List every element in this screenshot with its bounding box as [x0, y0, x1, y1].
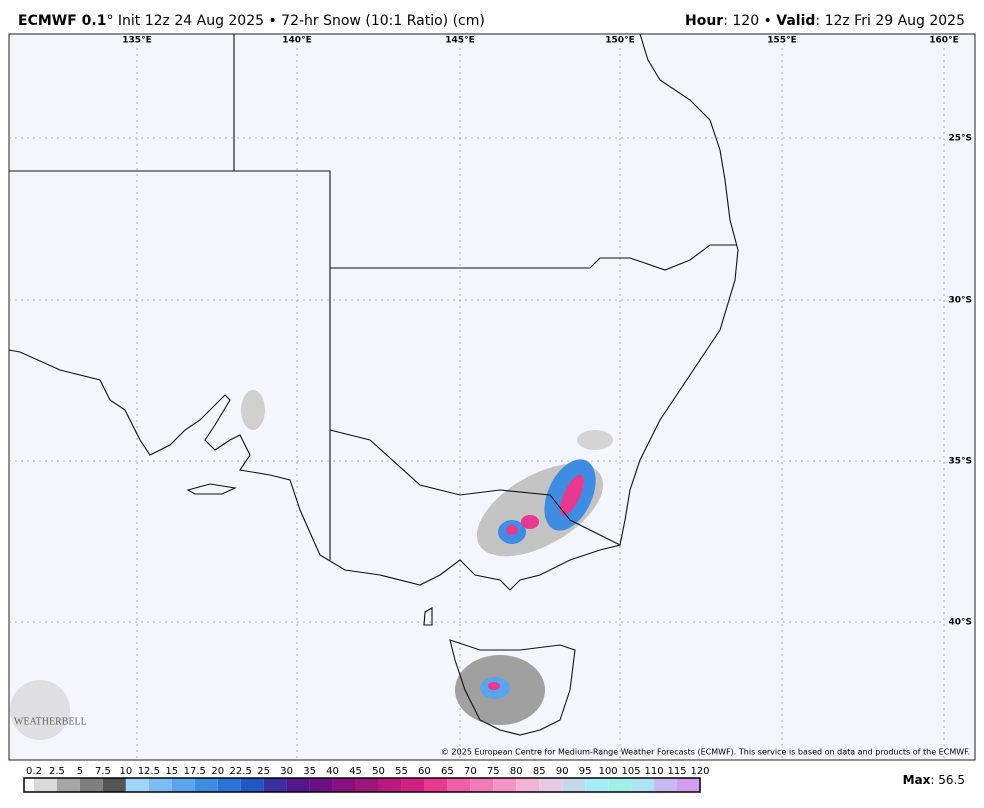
colorbar-label: 120 — [690, 766, 709, 777]
lat-label: 35°S — [948, 457, 972, 467]
colorbar-label: 0.2 — [26, 766, 42, 777]
colorbar-swatch — [493, 778, 517, 792]
colorbar-swatch — [631, 778, 655, 792]
colorbar-label: 85 — [533, 766, 546, 777]
map-frame — [8, 33, 976, 761]
colorbar-swatch — [355, 778, 379, 792]
colorbar-label: 5 — [77, 766, 83, 777]
colorbar-swatch — [539, 778, 563, 792]
colorbar-label: 90 — [556, 766, 569, 777]
colorbar-swatch — [194, 778, 218, 792]
colorbar-label: 55 — [395, 766, 408, 777]
colorbar-label: 110 — [645, 766, 664, 777]
colorbar-swatch — [401, 778, 425, 792]
hour-label: Hour — [685, 13, 723, 29]
colorbar-swatch — [171, 778, 195, 792]
lon-label: 160°E — [929, 36, 958, 46]
colorbar-label: 105 — [622, 766, 641, 777]
colorbar-swatch — [286, 778, 310, 792]
colorbar-swatch — [34, 778, 57, 792]
colorbar-swatch — [102, 778, 126, 792]
snow — [10, 390, 613, 740]
colorbar-swatch — [263, 778, 287, 792]
colorbar-label: 65 — [441, 766, 454, 777]
colorbar-swatch — [240, 778, 264, 792]
colorbar-label: 40 — [326, 766, 339, 777]
header-right: Hour: 120 • Valid: 12z Fri 29 Aug 2025 — [685, 13, 965, 29]
header-left: ECMWF 0.1° Init 12z 24 Aug 2025 • 72-hr … — [18, 13, 485, 29]
colorbar-label: 30 — [280, 766, 293, 777]
colorbar-swatch — [424, 778, 448, 792]
colorbar-label: 115 — [667, 766, 686, 777]
colorbar-label: 50 — [372, 766, 385, 777]
colorbar-label: 17.5 — [184, 766, 206, 777]
lat-label: 30°S — [948, 296, 972, 306]
colorbar-swatch — [56, 778, 80, 792]
colorbar: 0.2 2.5 5 7.5 10 12.5 15 17.5 20 22.5 25 30 35 40 45 50… — [23, 766, 710, 793]
colorbar-swatch — [585, 778, 609, 792]
colorbar-label: 100 — [599, 766, 618, 777]
lat-label: 25°S — [948, 134, 972, 144]
colorbar-label: 75 — [487, 766, 500, 777]
max-value: : 56.5 — [930, 773, 965, 787]
colorbar-label: 35 — [303, 766, 316, 777]
lat-label: 40°S — [948, 618, 972, 628]
lon-label: 145°E — [445, 36, 474, 46]
colorbar-swatch — [79, 778, 103, 792]
colorbar-swatch — [148, 778, 172, 792]
colorbar-swatch — [24, 778, 34, 792]
colorbar-label: 25 — [257, 766, 270, 777]
hour-value: : 120 • — [723, 13, 776, 29]
colorbar-swatch — [309, 778, 333, 792]
colorbar-swatch — [378, 778, 402, 792]
colorbar-label: 70 — [464, 766, 477, 777]
init: ° Init 12z 24 Aug 2025 • 72-hr Snow (10:… — [106, 13, 484, 29]
max-label: Max — [903, 773, 931, 787]
colorbar-label: 15 — [165, 766, 178, 777]
valid-value: : 12z Fri 29 Aug 2025 — [815, 13, 965, 29]
coastline — [8, 33, 739, 736]
colorbar-swatch — [677, 778, 700, 792]
valid-label: Valid — [776, 13, 815, 29]
logo: WEATHERBELL — [14, 716, 87, 727]
colorbar-label: 45 — [349, 766, 362, 777]
colorbar-label: 80 — [510, 766, 523, 777]
graticule: 135°E 140°E 145°E 150°E 155°E 160°E 25°S 30°S 35… — [9, 36, 972, 760]
colorbar-swatch — [217, 778, 241, 792]
model: ECMWF 0.1 — [18, 13, 106, 29]
colorbar-label: 7.5 — [95, 766, 111, 777]
lon-label: 155°E — [767, 36, 796, 46]
colorbar-swatch — [470, 778, 494, 792]
colorbar-swatch — [332, 778, 356, 792]
colorbar-label: 22.5 — [230, 766, 252, 777]
lon-label: 135°E — [122, 36, 151, 46]
lon-label: 150°E — [605, 36, 634, 46]
colorbar-swatch — [562, 778, 586, 792]
colorbar-swatch — [516, 778, 540, 792]
lon-label: 140°E — [282, 36, 311, 46]
colorbar-label: 60 — [418, 766, 431, 777]
colorbar-swatch — [447, 778, 471, 792]
colorbar-swatch — [654, 778, 678, 792]
colorbar-label: 95 — [579, 766, 592, 777]
colorbar-swatch — [125, 778, 149, 792]
colorbar-label: 12.5 — [138, 766, 160, 777]
max: Max: 56.5 — [903, 773, 965, 787]
colorbar-frame — [23, 777, 701, 793]
colorbar-label: 10 — [119, 766, 132, 777]
colorbar-label: 2.5 — [49, 766, 65, 777]
copyright: © 2025 European Centre for Medium-Range … — [441, 748, 970, 757]
colorbar-label: 20 — [211, 766, 224, 777]
colorbar-swatch — [608, 778, 632, 792]
